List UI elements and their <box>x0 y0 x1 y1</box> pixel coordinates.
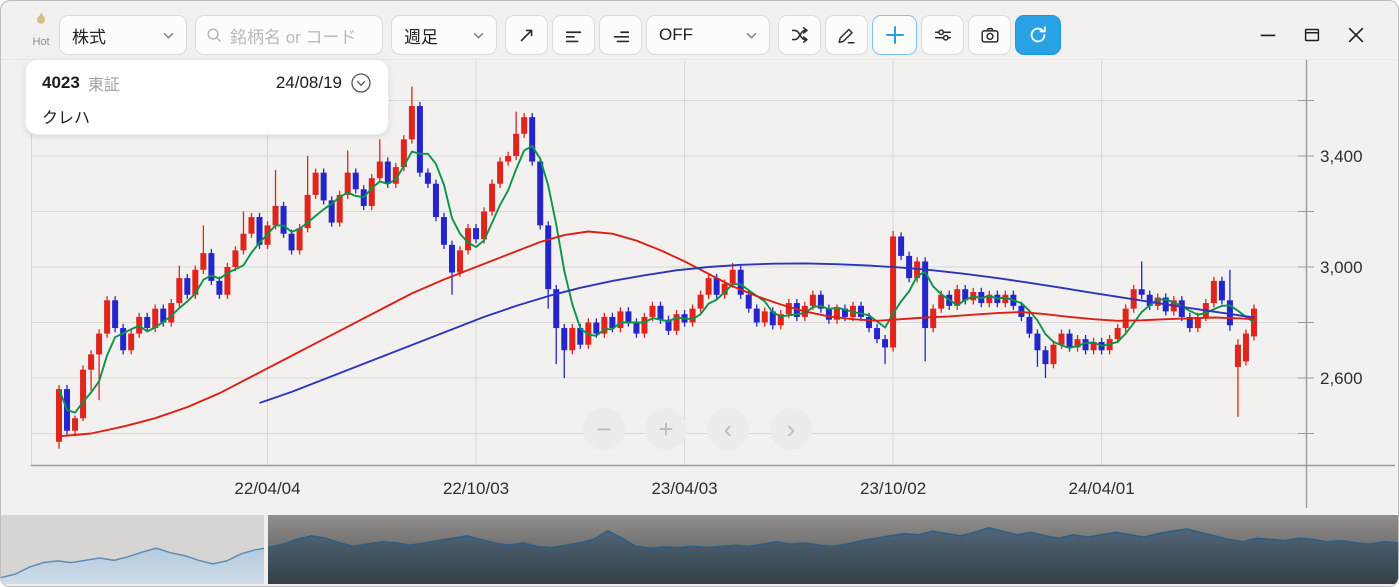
maximize-icon <box>1304 28 1320 42</box>
x-axis-label: 23/04/03 <box>651 479 717 498</box>
ma-mid-line <box>58 230 1255 438</box>
trendline-button[interactable] <box>505 15 548 55</box>
settings-button[interactable] <box>921 15 964 55</box>
indicator-select-value: OFF <box>659 25 693 44</box>
camera-icon <box>980 27 999 43</box>
close-button[interactable] <box>1337 15 1375 55</box>
plus-icon <box>885 26 904 44</box>
timeframe-select[interactable]: 週足 <box>391 15 497 55</box>
lines-right-button[interactable] <box>599 15 642 55</box>
minimap-range-handle[interactable] <box>264 515 268 584</box>
expand-chevron-icon[interactable] <box>350 72 372 94</box>
minimize-icon <box>1260 34 1276 37</box>
titlebar: Hot 株式 銘柄名 or コード 週足 <box>1 1 1398 60</box>
chevron-down-icon <box>163 32 174 39</box>
pan-right-button[interactable]: › <box>770 408 812 450</box>
pan-left-button[interactable]: ‹ <box>707 408 749 450</box>
indicator-select[interactable]: OFF <box>646 15 770 55</box>
exchange-label: 東証 <box>87 77 120 94</box>
maximize-button[interactable] <box>1293 15 1331 55</box>
minimap[interactable] <box>1 515 1398 584</box>
chevron-down-icon <box>473 32 484 39</box>
minimize-button[interactable] <box>1249 15 1287 55</box>
flame-icon <box>36 11 46 24</box>
candlestick-series <box>56 86 1257 449</box>
hot-label: Hot <box>32 36 50 48</box>
x-axis-label: 24/04/01 <box>1069 479 1135 498</box>
screenshot-button[interactable] <box>968 15 1011 55</box>
chevron-down-icon <box>746 32 757 39</box>
symbol-name: クレハ <box>42 110 91 127</box>
market-select-value: 株式 <box>72 27 106 47</box>
ma-long-line <box>259 262 1255 404</box>
x-axis-label: 22/04/04 <box>234 479 300 498</box>
x-axis-label: 23/10/02 <box>860 479 926 498</box>
zoom-in-button[interactable]: + <box>645 408 687 450</box>
pencil-icon <box>837 28 855 44</box>
symbol-search-input[interactable]: 銘柄名 or コード <box>195 15 383 55</box>
symbol-info-card[interactable]: 4023 東証 24/08/19 クレハ <box>25 59 389 135</box>
search-placeholder: 銘柄名 or コード <box>230 27 357 47</box>
zoom-out-button[interactable]: − <box>583 408 625 450</box>
lines-left-button[interactable] <box>552 15 595 55</box>
search-icon <box>207 27 222 42</box>
close-icon <box>1348 27 1364 43</box>
y-axis-label: 3,000 <box>1320 258 1363 277</box>
market-select[interactable]: 株式 <box>59 15 187 55</box>
add-panel-button[interactable] <box>872 15 917 55</box>
draw-button[interactable] <box>825 15 868 55</box>
compare-shuffle-button[interactable] <box>778 15 821 55</box>
trend-arrow-icon <box>520 29 532 42</box>
refresh-button[interactable] <box>1015 15 1061 55</box>
x-axis-label: 22/10/03 <box>443 479 509 498</box>
ma-short-line <box>58 145 1255 414</box>
hot-shortcut[interactable]: Hot <box>21 9 61 48</box>
refresh-icon <box>1030 26 1046 43</box>
sliders-icon <box>934 29 951 41</box>
shuffle-icon <box>791 27 808 43</box>
lines-right-icon <box>613 31 629 43</box>
last-date: 24/08/19 <box>275 73 342 92</box>
y-axis-label: 2,600 <box>1320 369 1363 388</box>
y-axis-label: 3,400 <box>1320 147 1363 166</box>
timeframe-select-value: 週足 <box>404 27 438 47</box>
lines-left-icon <box>565 31 581 43</box>
symbol-code: 4023 <box>42 73 80 92</box>
